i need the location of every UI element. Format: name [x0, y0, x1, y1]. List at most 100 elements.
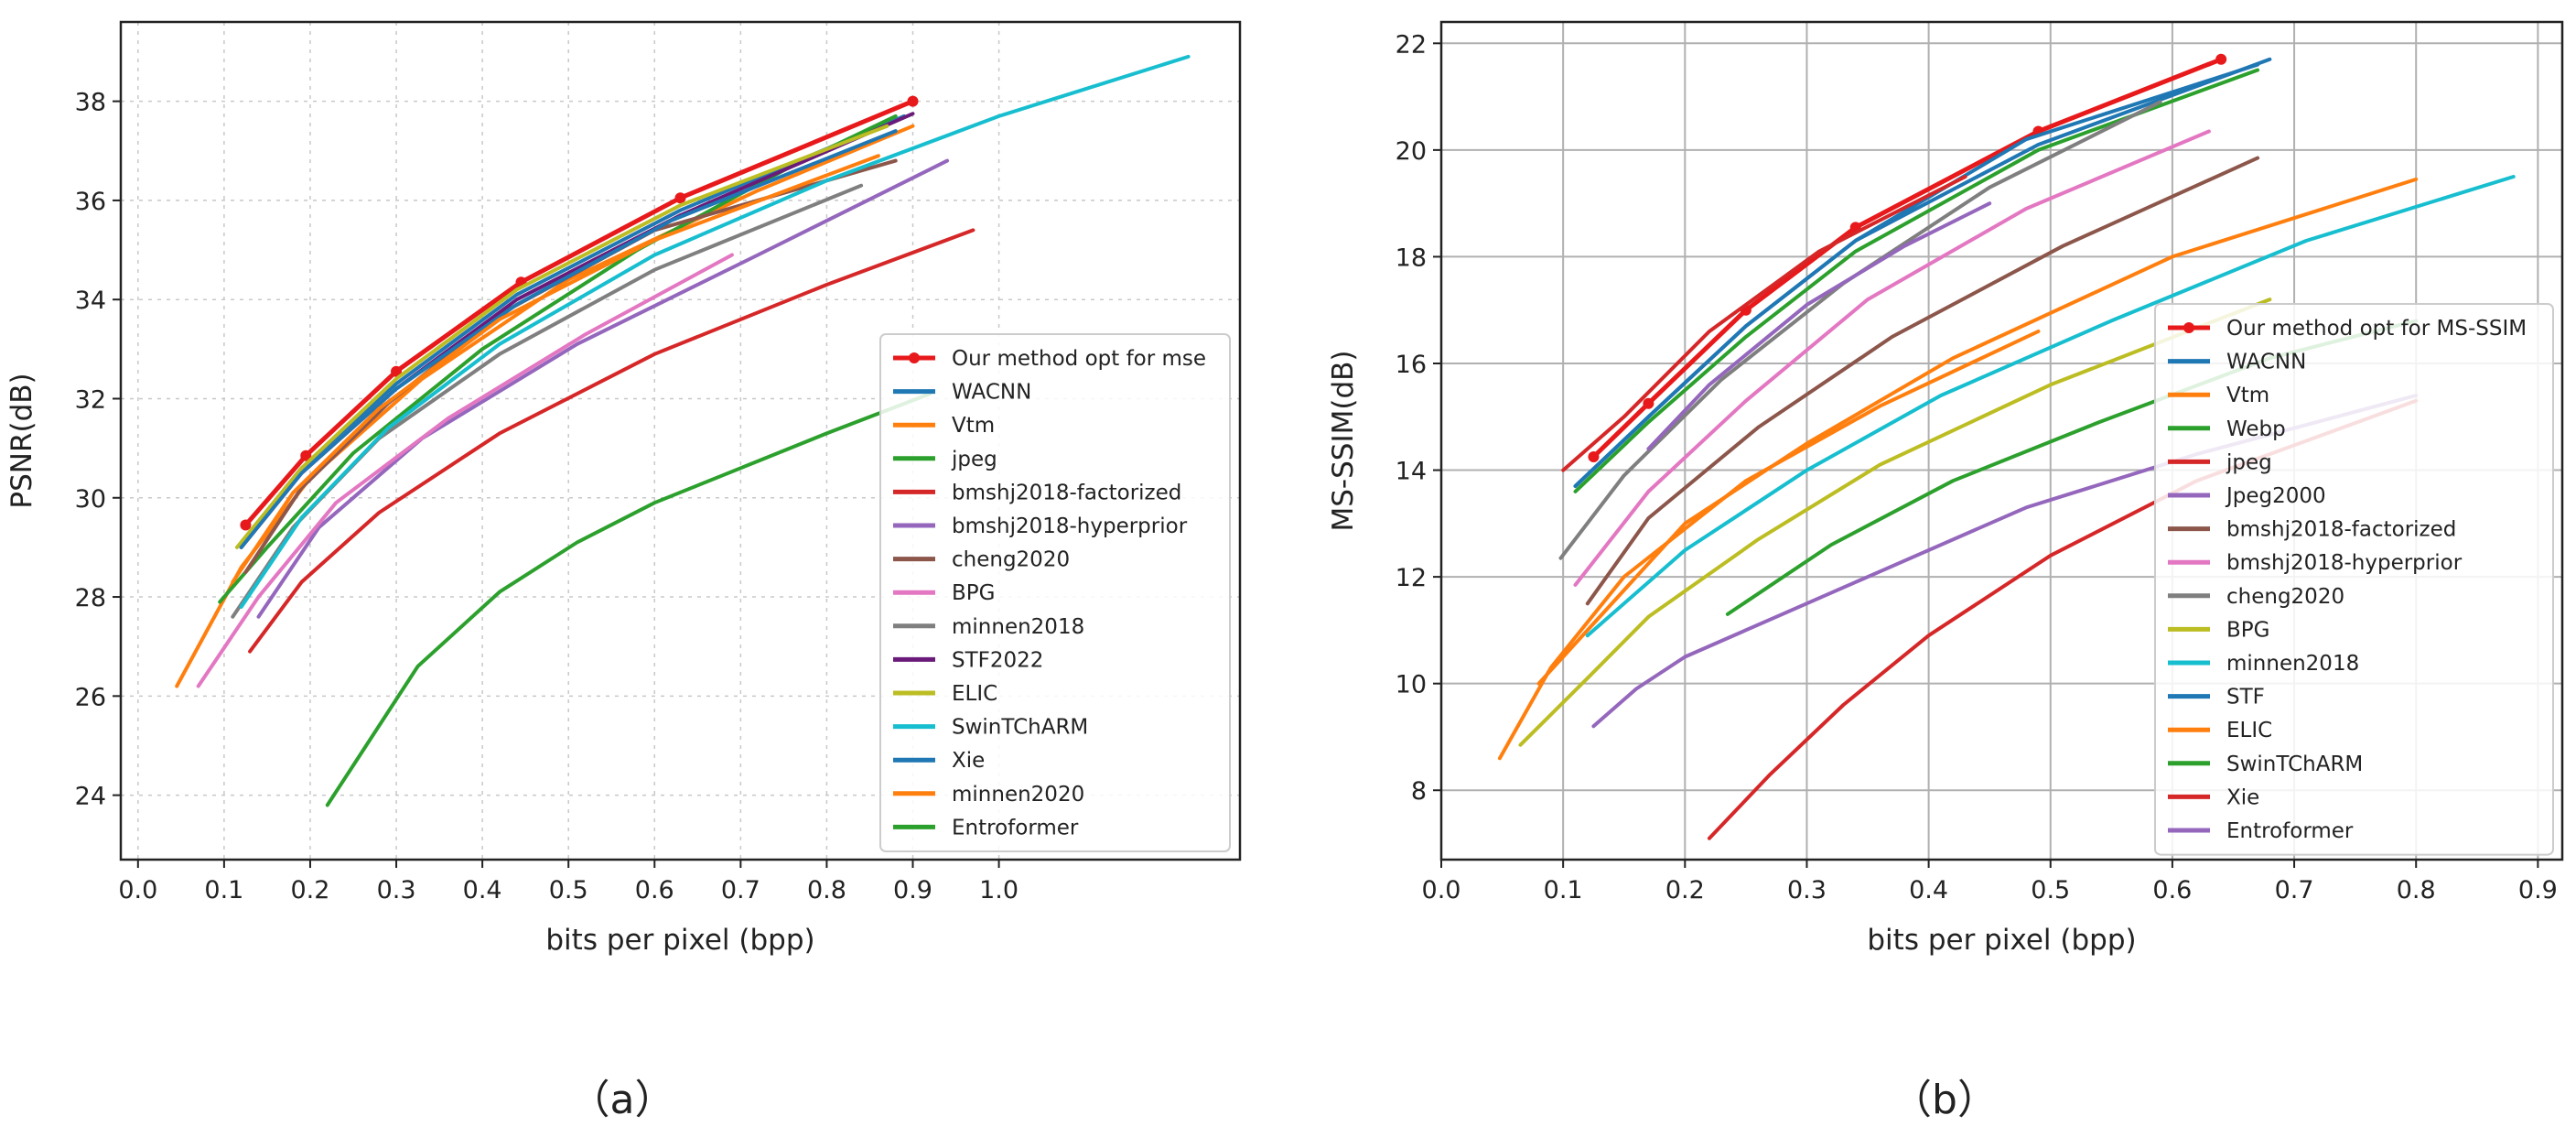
series-marker-our-method-opt-for-ms-ssim: [1588, 450, 1600, 462]
y-tick-label: 36: [75, 188, 106, 216]
y-axis-label: PSNR(dB): [5, 373, 38, 508]
x-tick-label: 0.0: [118, 876, 157, 904]
x-tick-label: 0.7: [2275, 876, 2314, 904]
x-tick-label: 0.9: [2518, 876, 2558, 904]
series-marker-our-method-opt-for-mse: [240, 519, 252, 531]
axes-frame: [1439, 20, 2564, 861]
series-line-webp: [1573, 68, 2260, 493]
legend-label-vtm: Vtm: [952, 414, 995, 438]
x-tick-label: 0.2: [1665, 876, 1705, 904]
y-tick-label: 10: [1396, 671, 1427, 699]
legend-label-entroformer: Entroformer: [2226, 819, 2354, 843]
legend-label-jpeg: jpeg: [2226, 450, 2272, 474]
legend-label-elic: ELIC: [952, 682, 997, 706]
series-line-xie: [1561, 175, 1967, 472]
series-line-bmshj2018-hyperprior: [256, 158, 950, 619]
y-tick-label: 14: [1396, 458, 1427, 486]
x-tick-label: 0.8: [2397, 876, 2436, 904]
x-tick-label: 0.6: [635, 876, 674, 904]
x-tick-label: 0.0: [1422, 876, 1461, 904]
series-line-stf: [1573, 62, 2260, 488]
legend-label-minnen2018: minnen2018: [2226, 652, 2359, 676]
chart-psnr: 0.0 0.1 0.2 0.3 0.4 0.5 0.6 0.7 0.8 0.9 1.0 24 26 28 3…: [5, 20, 1242, 957]
x-tick-label: 0.1: [204, 876, 243, 904]
legend-label-stf2022: STF2022: [952, 648, 1043, 672]
x-tick-label: 0.4: [463, 876, 502, 904]
series-line-swintcharm: [239, 54, 1191, 609]
series-marker-our-method-opt-for-mse: [907, 95, 919, 107]
legend-marker-our-method-opt-for-mse: [909, 352, 920, 363]
y-tick-label: 12: [1396, 564, 1427, 592]
series-line-our-method-opt-for-ms-ssim: [1590, 57, 2224, 460]
x-tick-label: 0.2: [290, 876, 329, 904]
legend-label-entroformer: Entroformer: [952, 816, 1079, 839]
y-tick-label: 24: [75, 783, 106, 811]
legend-label-swintcharm: SwinTChARM: [952, 716, 1088, 740]
y-tick-label: 22: [1396, 30, 1427, 59]
legend-label-wacnn: WACNN: [952, 381, 1031, 405]
legend-box: [879, 333, 1231, 852]
legend-label-elic: ELIC: [2226, 719, 2272, 742]
legend-box: [2154, 303, 2554, 856]
y-tick-label: 18: [1396, 244, 1427, 272]
x-tick-label: 0.4: [1909, 876, 1948, 904]
y-tick-label: 38: [75, 89, 106, 117]
x-axis-label: bits per pixel (bpp): [545, 924, 814, 957]
x-tick-label: 0.3: [377, 876, 416, 904]
y-tick-label: 30: [75, 485, 106, 514]
legend-label-bpg: BPG: [2226, 618, 2269, 642]
legend-label-bmshj2018-hyperprior: bmshj2018-hyperprior: [2226, 551, 2463, 575]
series-line-entroformer: [1646, 201, 1992, 451]
y-tick-label: 8: [1411, 777, 1427, 806]
legend: Our method opt for mse WACNN Vtm jpeg bmshj2…: [879, 333, 1231, 852]
legend-label-xie: Xie: [2226, 785, 2259, 809]
series-line-bpg: [196, 253, 734, 688]
series-line-bmshj2018-factorized: [1585, 156, 2260, 606]
series-line-minnen2018: [1585, 175, 2516, 638]
legend-label-minnen2018: minnen2018: [952, 615, 1084, 639]
plot-area: [1497, 53, 2516, 840]
legend-label-bmshj2018-hyperprior: bmshj2018-hyperprior: [952, 514, 1188, 538]
series-marker-our-method-opt-for-mse: [674, 192, 686, 204]
plot-area: [175, 54, 1191, 807]
legend-label-cheng2020: cheng2020: [952, 548, 1070, 572]
y-tick-label: 26: [75, 683, 106, 711]
caption-b: （b）: [1892, 1077, 1998, 1123]
series-line-our-method-opt-for-mse: [243, 99, 915, 527]
x-tick-label: 0.1: [1544, 876, 1583, 904]
x-axis-label: bits per pixel (bpp): [1867, 924, 2136, 957]
x-tick-label: 0.5: [549, 876, 588, 904]
series-line-minnen2020: [231, 154, 880, 584]
x-tick-label: 0.8: [807, 876, 846, 904]
series-line-bmshj2018-factorized: [248, 228, 975, 654]
legend-marker-our-method-opt-for-ms-ssim: [2183, 322, 2194, 333]
series-line-bpg: [1518, 298, 2272, 747]
series-marker-our-method-opt-for-mse: [391, 365, 403, 377]
legend-label-bmshj2018-factorized: bmshj2018-factorized: [2226, 518, 2456, 542]
legend-label-cheng2020: cheng2020: [2226, 585, 2344, 609]
legend-label-stf: STF: [2226, 686, 2265, 709]
y-tick-label: 32: [75, 385, 106, 414]
legend-label-bmshj2018-factorized: bmshj2018-factorized: [952, 481, 1181, 504]
legend: Our method opt for MS-SSIM WACNN Vtm Webp jp…: [2154, 303, 2554, 856]
series-marker-our-method-opt-for-ms-ssim: [2215, 53, 2227, 65]
series-line-bmshj2018-hyperprior: [1573, 129, 2211, 587]
caption-a: （a）: [570, 1077, 675, 1123]
series-line-cheng2020: [1558, 100, 2162, 560]
x-tick-label: 0.5: [2031, 876, 2070, 904]
series-line-elic: [235, 124, 889, 549]
y-tick-label: 34: [75, 287, 106, 315]
legend-label-vtm: Vtm: [2226, 384, 2269, 407]
axes-frame: [119, 20, 1242, 861]
x-tick-label: 0.3: [1787, 876, 1827, 904]
legend-label-minnen2020: minnen2020: [952, 783, 1084, 807]
legend-label-jpeg: jpeg: [951, 448, 997, 471]
y-axis-label: MS-SSIM(dB): [1327, 351, 1360, 532]
y-tick-label: 20: [1396, 137, 1427, 166]
legend-label-our-method-opt-for-ms-ssim: Our method opt for MS-SSIM: [2226, 317, 2527, 341]
legend-label-jpeg2000: Jpeg2000: [2225, 484, 2326, 508]
series-line-elic: [1497, 330, 2041, 761]
series-marker-our-method-opt-for-ms-ssim: [1643, 397, 1654, 409]
